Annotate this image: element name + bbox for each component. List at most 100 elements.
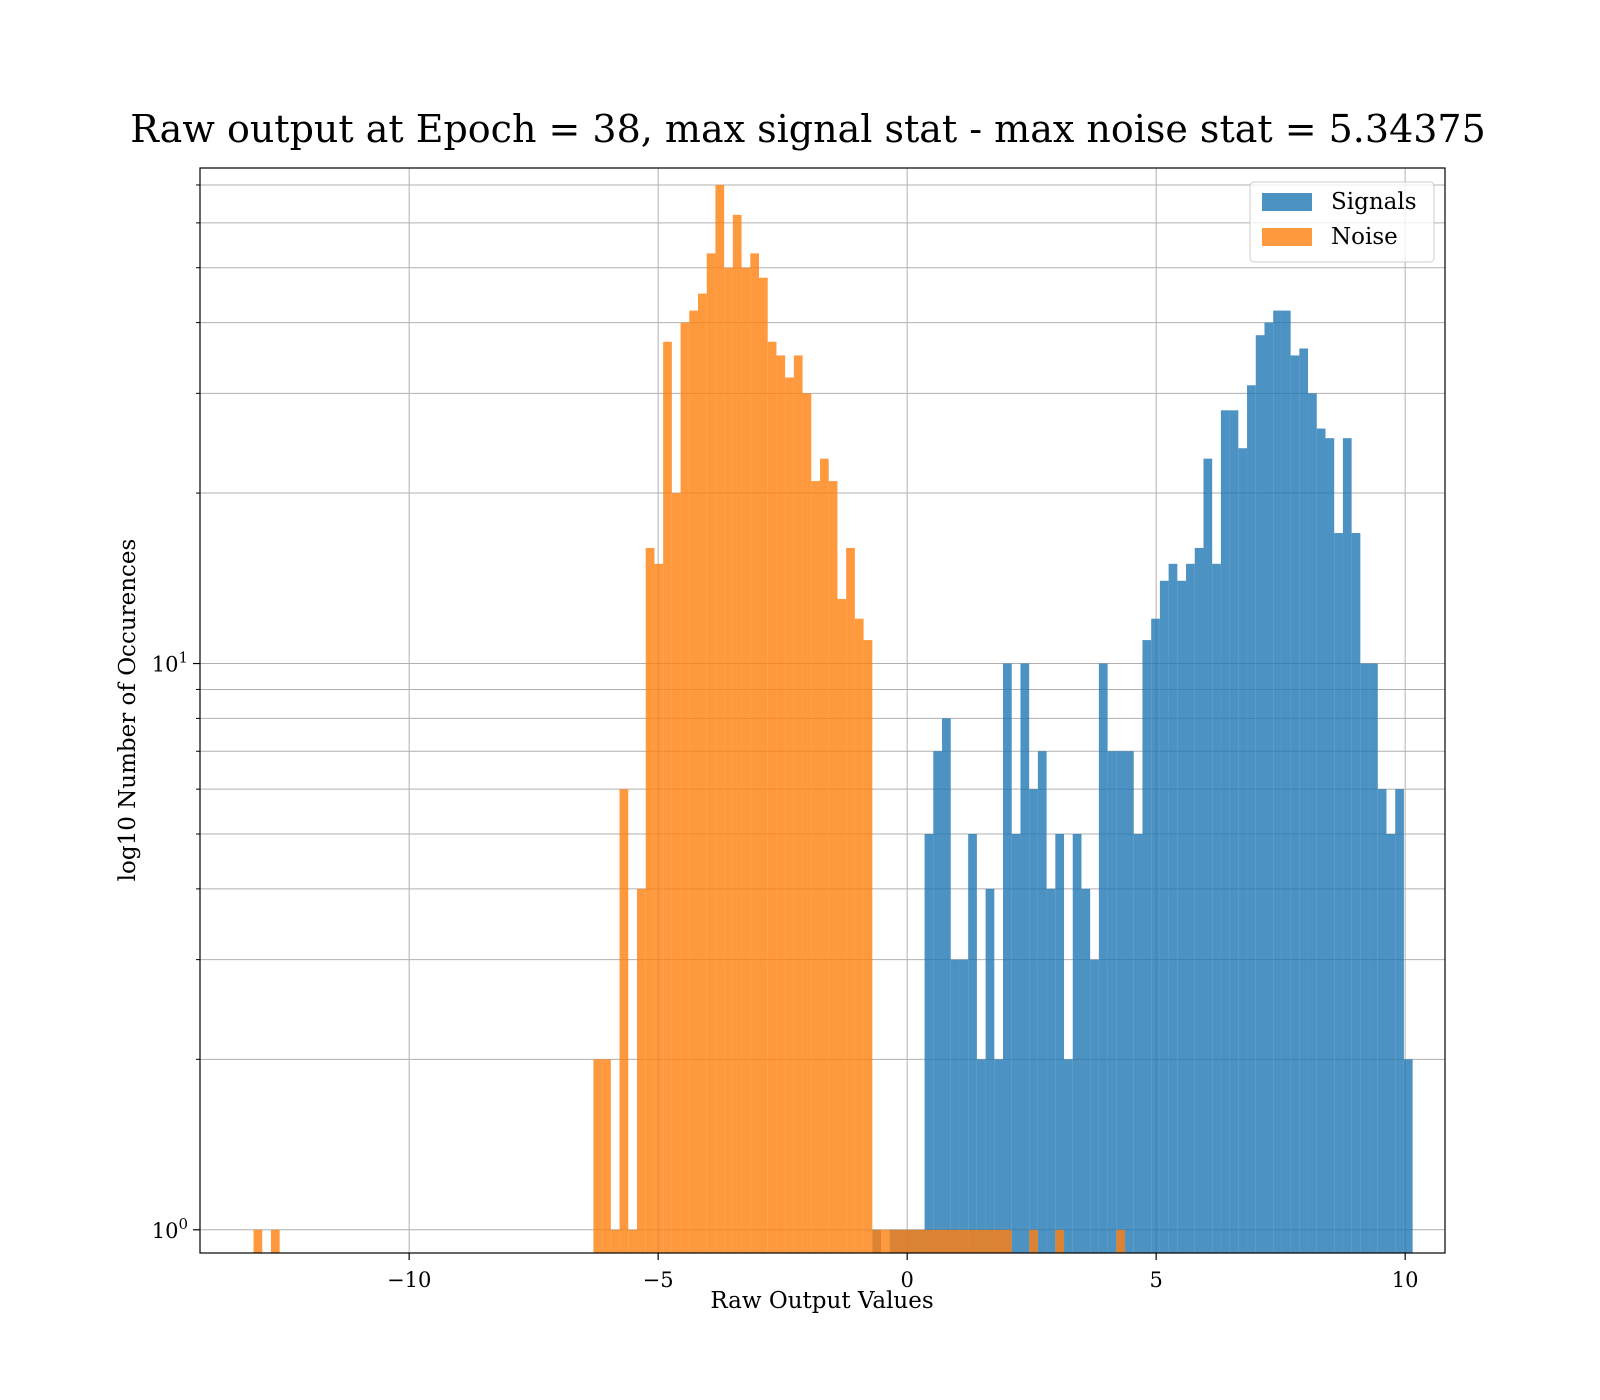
histogram-bar <box>750 253 760 1253</box>
histogram-bar <box>959 1229 969 1253</box>
histogram-bar <box>1395 789 1404 1253</box>
series-noise <box>253 184 1126 1254</box>
histogram-bar <box>1037 751 1047 1253</box>
y-tick-label: 100 <box>152 1215 188 1243</box>
histogram-bar <box>846 547 855 1253</box>
histogram-bar <box>994 1229 1004 1253</box>
histogram-bar <box>985 888 995 1253</box>
histogram-bar <box>654 563 664 1253</box>
histogram-bar <box>715 184 725 1253</box>
histogram-bar <box>1055 1229 1065 1253</box>
histogram-bar <box>924 833 934 1253</box>
histogram-bar <box>602 1059 611 1253</box>
histogram-bar <box>270 1229 280 1253</box>
histogram-bar <box>671 493 681 1254</box>
histogram-bar <box>976 1059 986 1253</box>
histogram-bar <box>802 393 812 1253</box>
histogram-bar <box>1334 533 1343 1253</box>
histogram-bar <box>881 1229 890 1253</box>
histogram-bar <box>942 1229 951 1253</box>
histogram-bar <box>1377 789 1387 1253</box>
histogram-bar <box>1177 580 1187 1253</box>
histogram-bar <box>628 1229 637 1253</box>
histogram-bar <box>994 1059 1004 1253</box>
histogram-bar <box>1290 355 1300 1253</box>
histogram-bar <box>1360 663 1370 1253</box>
x-tick-label: 0 <box>900 1268 913 1292</box>
histogram-bar <box>1229 410 1239 1253</box>
histogram-bar <box>950 1229 960 1253</box>
histogram-bar <box>645 547 655 1253</box>
legend-label-signals: Signals <box>1331 189 1417 215</box>
histogram-bar <box>811 481 821 1254</box>
y-axis-ticks: 100 101 <box>152 184 200 1243</box>
x-axis-label: Raw Output Values <box>710 1288 933 1314</box>
histogram-bar <box>1168 563 1178 1253</box>
histogram-bar <box>968 833 977 1253</box>
histogram-bar <box>793 355 803 1253</box>
x-tick-label: −10 <box>387 1268 431 1292</box>
histogram-bars <box>253 184 1413 1254</box>
histogram-bar <box>820 458 829 1253</box>
legend-label-noise: Noise <box>1331 224 1398 250</box>
histogram-bar <box>1273 310 1282 1253</box>
histogram-bar <box>1255 335 1265 1254</box>
histogram-bar <box>1194 547 1204 1253</box>
histogram-bar <box>828 481 838 1254</box>
histogram-bar <box>1046 888 1056 1253</box>
histogram-bar <box>767 341 777 1253</box>
histogram-bar <box>698 293 707 1254</box>
legend: Signals Noise <box>1249 181 1435 263</box>
histogram-bar <box>1081 888 1091 1253</box>
histogram-bar <box>1116 751 1126 1253</box>
histogram-bar <box>759 277 768 1254</box>
histogram-bar <box>950 959 960 1253</box>
histogram-bar <box>706 253 716 1253</box>
series-signals <box>872 310 1413 1254</box>
histogram-bar <box>924 1229 934 1253</box>
histogram-bar <box>724 267 733 1253</box>
histogram-bar <box>1151 618 1160 1253</box>
histogram-bar <box>1072 833 1082 1253</box>
histogram-bar <box>253 1229 263 1253</box>
histogram-bar <box>593 1059 603 1253</box>
histogram-bar <box>933 751 943 1253</box>
histogram-bar <box>1212 563 1221 1253</box>
histogram-bar <box>1342 438 1352 1253</box>
histogram-bar <box>1159 580 1169 1253</box>
x-tick-label: 10 <box>1392 1268 1419 1292</box>
histogram-bar <box>1308 393 1317 1253</box>
x-axis-ticks: −10 −5 0 5 10 <box>387 1253 1419 1292</box>
histogram-bar <box>1029 1229 1038 1253</box>
histogram-bar <box>1203 458 1213 1253</box>
histogram-bar <box>1247 385 1256 1253</box>
histogram-bar <box>1090 959 1099 1253</box>
histogram-bar <box>872 1229 882 1253</box>
y-tick-label: 101 <box>152 649 188 677</box>
histogram-bar <box>1142 640 1152 1253</box>
histogram-bar <box>863 640 873 1253</box>
x-tick-label: −5 <box>643 1268 674 1292</box>
histogram-bar <box>968 1229 977 1253</box>
histogram-bar <box>689 310 698 1253</box>
histogram-bar <box>1029 789 1038 1253</box>
histogram-bar <box>1281 310 1291 1253</box>
histogram-bar <box>1116 1229 1126 1253</box>
histogram-bar <box>1098 663 1108 1253</box>
histogram-bar <box>1055 833 1065 1253</box>
plot-area: −10 −5 0 5 10 100 101 <box>152 167 1446 1292</box>
histogram-bar <box>1325 438 1335 1253</box>
histogram-bar <box>1003 1229 1012 1253</box>
y-axis-label: log10 Number of Occurences <box>115 539 141 882</box>
histogram-bar <box>959 959 969 1253</box>
histogram-bar <box>985 1229 995 1253</box>
histogram-bar <box>1064 1059 1073 1253</box>
histogram-bar <box>907 1229 916 1253</box>
histogram-bar <box>776 355 786 1253</box>
histogram-bar <box>1107 751 1117 1253</box>
histogram-bar <box>933 1229 943 1253</box>
histogram-bar <box>915 1229 925 1253</box>
histogram-bar <box>1238 448 1248 1253</box>
histogram-bar <box>976 1229 986 1253</box>
